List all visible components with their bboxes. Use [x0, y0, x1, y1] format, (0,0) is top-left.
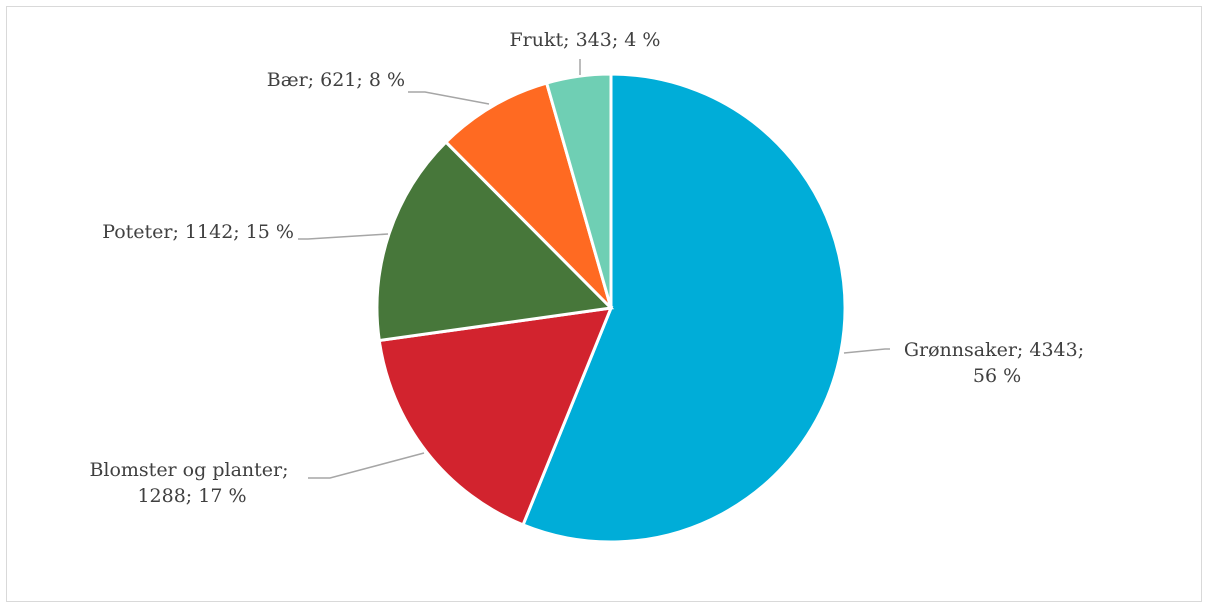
leader-line-blomster	[308, 452, 425, 479]
data-label-blomster-line2: 1288; 17 %	[137, 485, 246, 507]
leader-line-poteter	[298, 233, 389, 240]
pie-slices	[375, 72, 847, 544]
pie-slice-blomster	[377, 306, 614, 527]
data-label-blomster-line1: Blomster og planter;	[89, 459, 288, 481]
data-label-gronnsaker: Grønnsaker; 4343; 56 %	[904, 339, 1090, 387]
leader-line-baer	[408, 91, 490, 105]
leader-line-gronnsaker	[843, 348, 890, 354]
data-label-baer: Bær; 621; 8 %	[267, 69, 405, 91]
pie-slice-poteter	[375, 139, 615, 343]
leader-lines	[298, 59, 890, 479]
pie-slice-frukt	[544, 72, 613, 309]
pie-slice-gronnsaker	[521, 72, 847, 544]
pie-slice-baer	[443, 81, 613, 310]
data-label-blomster: Blomster og planter; 1288; 17 %	[89, 459, 294, 507]
data-label-gronnsaker-line1: Grønnsaker; 4343;	[904, 339, 1084, 361]
data-labels: Grønnsaker; 4343; 56 % Blomster og plant…	[89, 29, 1090, 507]
data-label-poteter: Poteter; 1142; 15 %	[102, 221, 294, 243]
data-label-frukt: Frukt; 343; 4 %	[510, 29, 661, 51]
data-label-gronnsaker-line2: 56 %	[973, 365, 1021, 387]
